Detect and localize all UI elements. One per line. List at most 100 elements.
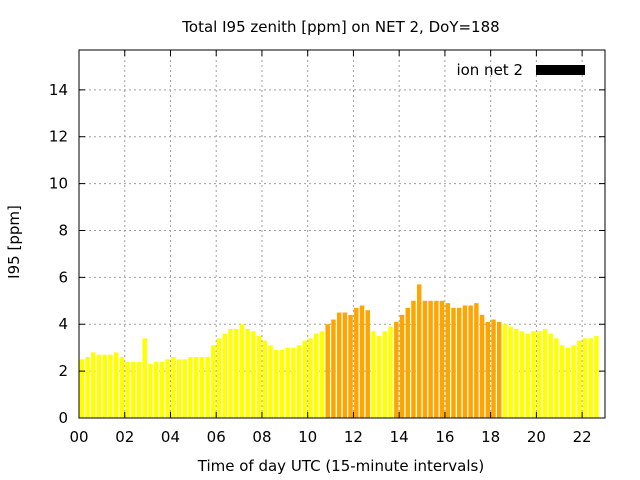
bar bbox=[445, 303, 450, 418]
y-tick-label: 10 bbox=[49, 175, 68, 193]
bar bbox=[519, 331, 525, 418]
bar bbox=[382, 331, 388, 418]
bar bbox=[336, 312, 342, 418]
x-tick-label: 18 bbox=[481, 428, 500, 446]
y-tick-label: 4 bbox=[58, 315, 68, 333]
y-tick-label: 14 bbox=[49, 81, 68, 99]
bar bbox=[548, 333, 553, 418]
y-tick-label: 8 bbox=[58, 221, 68, 239]
bar bbox=[308, 338, 313, 418]
y-axis-label: I95 [ppm] bbox=[5, 205, 23, 279]
x-tick-label: 06 bbox=[207, 428, 226, 446]
bar bbox=[216, 338, 222, 418]
bar bbox=[256, 335, 262, 418]
y-tick-label: 0 bbox=[58, 409, 68, 427]
bar bbox=[245, 328, 250, 418]
bar bbox=[228, 328, 233, 418]
bar bbox=[96, 354, 102, 418]
bar bbox=[193, 357, 199, 418]
bar bbox=[199, 357, 205, 418]
bar bbox=[577, 340, 582, 418]
bar bbox=[182, 359, 187, 418]
bar bbox=[125, 361, 130, 418]
bar bbox=[296, 345, 302, 418]
bar bbox=[262, 340, 268, 418]
bar bbox=[416, 284, 422, 418]
chart-title: Total I95 zenith [ppm] on NET 2, DoY=188 bbox=[181, 18, 499, 36]
bar bbox=[136, 361, 142, 418]
bar bbox=[565, 347, 571, 418]
bar bbox=[85, 357, 90, 418]
bar bbox=[388, 326, 393, 418]
bar bbox=[239, 324, 245, 418]
bar bbox=[474, 303, 479, 418]
bar bbox=[582, 338, 588, 418]
bar bbox=[456, 307, 462, 418]
bar bbox=[268, 345, 273, 418]
bar bbox=[462, 305, 468, 418]
x-tick-label: 00 bbox=[69, 428, 88, 446]
bar bbox=[594, 335, 599, 418]
bar bbox=[405, 307, 410, 418]
bar bbox=[365, 310, 370, 418]
bar bbox=[485, 321, 491, 418]
bar bbox=[302, 340, 308, 418]
bar bbox=[113, 352, 119, 418]
bar bbox=[131, 361, 136, 418]
grid bbox=[79, 50, 605, 418]
bar bbox=[285, 347, 290, 418]
bar bbox=[342, 312, 348, 418]
bar bbox=[359, 305, 365, 418]
bar bbox=[291, 347, 296, 418]
bar bbox=[422, 300, 428, 418]
bar bbox=[537, 331, 542, 418]
bar bbox=[171, 357, 176, 418]
bar bbox=[468, 305, 473, 418]
bar bbox=[531, 331, 536, 418]
bar bbox=[319, 331, 325, 418]
bar bbox=[176, 359, 182, 418]
bar bbox=[325, 324, 330, 418]
y-tick-label: 2 bbox=[58, 362, 68, 380]
bar bbox=[348, 314, 353, 418]
bar bbox=[142, 338, 147, 418]
x-tick-label: 16 bbox=[435, 428, 454, 446]
x-tick-label: 02 bbox=[115, 428, 134, 446]
bar bbox=[434, 300, 439, 418]
x-axis-label: Time of day UTC (15-minute intervals) bbox=[197, 457, 484, 475]
bar bbox=[588, 338, 593, 418]
bar bbox=[439, 300, 445, 418]
bar bbox=[205, 357, 210, 418]
bar bbox=[148, 364, 153, 418]
bar bbox=[497, 321, 502, 418]
bar bbox=[222, 333, 228, 418]
bar bbox=[165, 359, 170, 418]
bar bbox=[514, 328, 519, 418]
bar bbox=[525, 333, 531, 418]
y-tick-label: 12 bbox=[49, 128, 68, 146]
bar bbox=[314, 333, 319, 418]
bar bbox=[502, 324, 508, 418]
x-tick-label: 04 bbox=[161, 428, 180, 446]
bar bbox=[91, 352, 96, 418]
bar bbox=[542, 328, 548, 418]
bar bbox=[399, 314, 405, 418]
legend: ion net 2 bbox=[456, 61, 585, 79]
bar bbox=[153, 361, 159, 418]
legend-label: ion net 2 bbox=[456, 61, 523, 79]
x-tick-label: 14 bbox=[390, 428, 409, 446]
bar bbox=[559, 345, 565, 418]
bar bbox=[491, 319, 496, 418]
bar bbox=[102, 354, 107, 418]
bar bbox=[251, 331, 256, 418]
bar bbox=[79, 359, 85, 418]
x-tick-label: 08 bbox=[252, 428, 271, 446]
bar bbox=[279, 350, 285, 418]
bar bbox=[274, 350, 279, 418]
plot-frame bbox=[78, 49, 606, 419]
x-tick-label: 12 bbox=[344, 428, 363, 446]
bar bbox=[159, 361, 165, 418]
x-tick-label: 22 bbox=[573, 428, 592, 446]
y-tick-label: 6 bbox=[58, 268, 68, 286]
